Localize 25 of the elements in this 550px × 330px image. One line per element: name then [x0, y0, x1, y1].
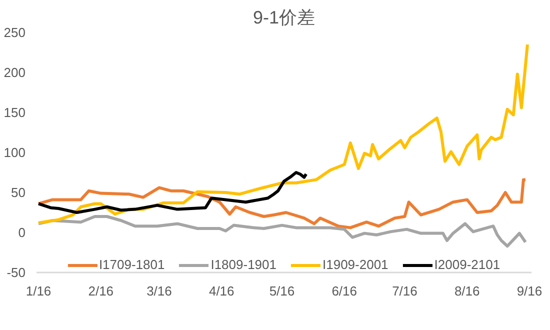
x-tick-label: 7/16 — [392, 284, 418, 298]
x-tick-label: 4/16 — [208, 284, 234, 298]
x-tick-label: 9/16 — [516, 284, 542, 298]
line-series — [37, 178, 527, 230]
line-series — [37, 171, 308, 214]
y-tick-label: 0 — [18, 225, 26, 240]
legend-label: I1709-1801 — [98, 257, 165, 272]
y-tick-label: 200 — [4, 65, 26, 80]
y-tick-label: 50 — [11, 185, 26, 200]
y-tick-label: 250 — [4, 25, 26, 40]
legend-label: I1909-2001 — [322, 257, 388, 272]
x-tick-label: 2/16 — [88, 284, 114, 298]
x-tick-label: 5/16 — [269, 284, 295, 298]
legend-label: I1809-1901 — [210, 257, 276, 272]
legend-label: I2009-2101 — [434, 257, 500, 272]
x-tick-label: 8/16 — [454, 284, 480, 298]
x-tick-label: 3/16 — [146, 284, 172, 298]
line-series — [37, 43, 529, 224]
y-tick-label: 100 — [4, 145, 26, 160]
chart-title: 9-1价差 — [252, 8, 316, 28]
line-series — [37, 215, 527, 248]
x-tick-label: 6/16 — [332, 284, 358, 298]
y-tick-label: 150 — [4, 105, 26, 120]
x-tick-label: 1/16 — [26, 284, 52, 298]
y-tick-label: -50 — [6, 265, 26, 280]
